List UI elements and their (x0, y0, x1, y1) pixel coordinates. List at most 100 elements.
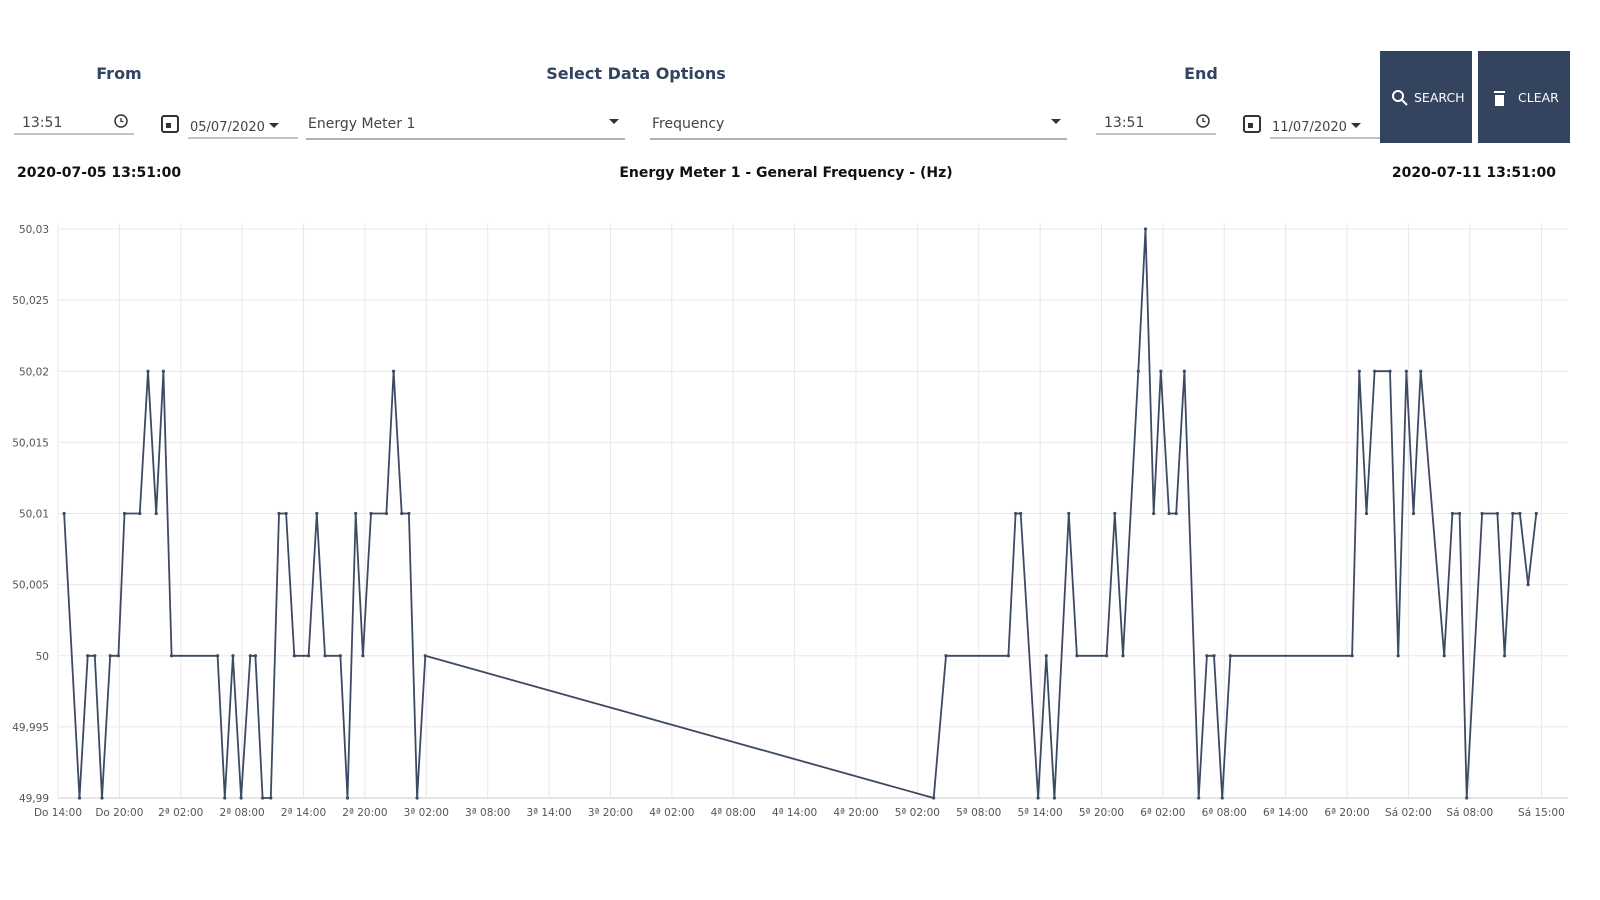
x-tick-label: 4ª 20:00 (833, 807, 878, 819)
end-date: 11/07/2020 (1272, 120, 1347, 135)
data-point (1167, 511, 1171, 516)
meter: Energy Meter 1 (308, 116, 415, 132)
data-point (1357, 369, 1361, 373)
data-point (1143, 227, 1148, 231)
y-tick-label: 50,01 (19, 509, 49, 521)
button-bg (1380, 51, 1472, 143)
data-point (100, 796, 104, 800)
data-point (400, 511, 404, 516)
x-tick-label: 6ª 14:00 (1263, 807, 1308, 819)
data-point (108, 654, 112, 658)
data-point (407, 511, 411, 516)
y-tick-label: 50,005 (12, 580, 49, 592)
variable-select[interactable]: Frequency (650, 116, 1067, 140)
end-date-input[interactable]: 11/07/2020 (1243, 115, 1380, 139)
calendar-icon (161, 115, 179, 133)
data-point (231, 654, 235, 658)
data-point (1136, 369, 1140, 373)
data-point (277, 511, 281, 516)
search-button[interactable]: SEARCH (1380, 51, 1472, 143)
calendar-icon (1243, 115, 1261, 133)
x-tick-label: Do 20:00 (95, 807, 143, 819)
data-point (1495, 511, 1500, 516)
data-point (1228, 654, 1232, 658)
data-point (138, 511, 142, 516)
clock-icon (114, 114, 128, 128)
x-tick-label: 3ª 14:00 (526, 807, 571, 819)
data-point (284, 511, 288, 516)
data-point (315, 511, 319, 516)
data-point (932, 796, 936, 800)
button-bg (1478, 51, 1570, 143)
data-point (1121, 654, 1125, 658)
x-tick-label: 5ª 20:00 (1079, 807, 1124, 819)
data-point (1526, 583, 1530, 587)
data-point (1044, 654, 1048, 658)
data-point (1518, 511, 1522, 516)
data-point (423, 654, 427, 658)
trash-icon (1495, 95, 1504, 106)
y-tick-label: 50 (36, 651, 49, 663)
data-point (1450, 511, 1454, 516)
data-point (1036, 796, 1040, 800)
dropdown-arrow (609, 119, 619, 124)
calendar-day (1248, 123, 1253, 128)
data-point (62, 511, 66, 516)
data-point (1373, 369, 1377, 373)
plot: 49,99 49,995 50 50,005 50,01 50,015 50,02 50,02… (12, 223, 1568, 819)
chart-title: Energy Meter 1 - General Frequency - (Hz… (619, 165, 952, 181)
x-tick-label: Sá 02:00 (1385, 807, 1432, 819)
data-point (93, 654, 97, 658)
data-point (361, 654, 365, 658)
clear-text: CLEAR (1518, 90, 1559, 105)
data-point (1465, 796, 1469, 800)
x-tick-label: 2ª 02:00 (158, 807, 203, 819)
data-point (1182, 369, 1186, 373)
x-tick-label: Sá 08:00 (1446, 807, 1493, 819)
x-tick-label: 2ª 20:00 (342, 807, 387, 819)
data-point (146, 369, 150, 373)
search-icon-handle (1401, 99, 1408, 106)
clock-hand (1202, 118, 1206, 123)
search-text: SEARCH (1414, 90, 1465, 105)
meter-select[interactable]: Energy Meter 1 (306, 116, 625, 140)
x-tick-label: 4ª 02:00 (649, 807, 694, 819)
from-time-input[interactable]: 13:51 (14, 114, 134, 135)
data-point (1364, 511, 1369, 516)
from-time: 13:51 (22, 115, 62, 131)
x-tick-label: 5ª 14:00 (1017, 807, 1062, 819)
data-point (1502, 654, 1507, 658)
from-date-input[interactable]: 05/07/2020 (161, 115, 298, 139)
data-point (1052, 796, 1057, 800)
y-tick-label: 49,99 (19, 793, 49, 805)
data-point (223, 796, 227, 800)
data-point (1411, 511, 1416, 516)
data-point (77, 796, 82, 800)
data-point (369, 511, 373, 516)
data-point (1212, 654, 1216, 658)
y-tick-label: 50,015 (12, 437, 49, 449)
data-point (944, 654, 948, 658)
data-point (1396, 654, 1400, 658)
x-tick-label: 2ª 08:00 (220, 807, 265, 819)
data-point (239, 796, 243, 800)
data-point (248, 654, 252, 658)
data-point (1388, 369, 1392, 373)
from-label: From (96, 64, 141, 83)
dropdown-arrow (1051, 119, 1061, 124)
x-tick-label: Do 14:00 (34, 807, 82, 819)
clear-button[interactable]: CLEAR (1478, 51, 1570, 143)
dropdown-arrow (1351, 123, 1361, 128)
data-point (169, 654, 174, 658)
x-tick-label: 5ª 02:00 (895, 807, 940, 819)
data-point (1113, 511, 1117, 516)
data-point (338, 654, 342, 658)
x-tick-label: 3ª 08:00 (465, 807, 510, 819)
x-tick-label: 6ª 20:00 (1324, 807, 1369, 819)
data-point (1013, 511, 1018, 516)
calendar-day (166, 123, 171, 128)
data-point (1404, 369, 1408, 373)
data-point (1006, 654, 1010, 658)
end-time-input[interactable]: 13:51 (1096, 114, 1216, 135)
end-time: 13:51 (1104, 115, 1144, 131)
